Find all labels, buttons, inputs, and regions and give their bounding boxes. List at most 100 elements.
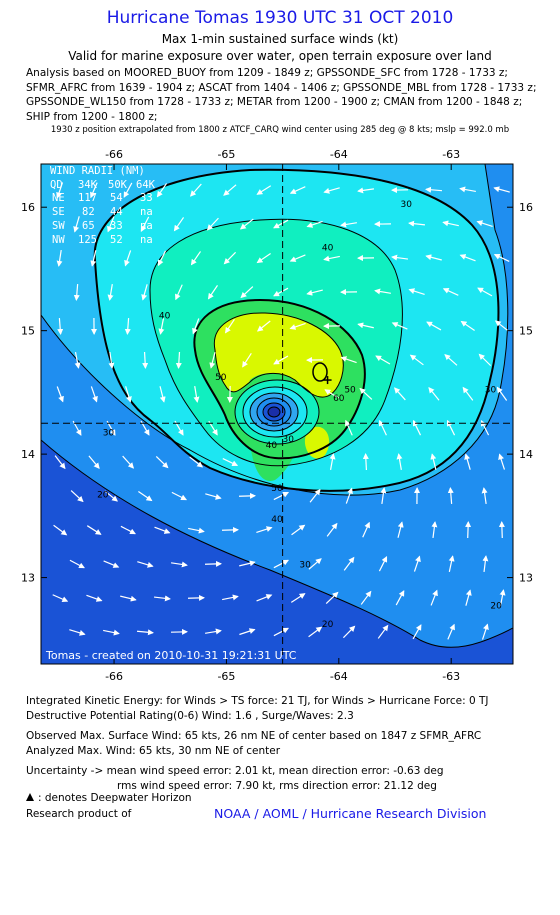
wind-vector — [362, 453, 369, 471]
wind-vector — [256, 252, 271, 264]
wind-vector — [442, 288, 459, 296]
wind-vector — [374, 288, 391, 295]
wind-vector — [192, 318, 200, 335]
contour-label: 50 — [344, 385, 356, 395]
wind-vector — [108, 351, 115, 369]
wind-vector — [90, 250, 97, 267]
wind-vector — [273, 287, 289, 297]
chart-title: Hurricane Tomas 1930 UTC 31 OCT 2010 — [106, 8, 454, 28]
wind-vector — [70, 490, 84, 503]
wind-radii-cell: na — [140, 234, 153, 246]
wind-vector — [409, 354, 424, 366]
wind-vector — [173, 217, 185, 232]
wind-radii-cell: NW — [52, 234, 65, 246]
wind-vector — [379, 419, 387, 436]
uncertainty-line: Uncertainty -> mean wind speed error: 2.… — [26, 765, 444, 777]
wind-vector — [242, 352, 252, 368]
noaa-credit-link[interactable]: NOAA / AOML / Hurricane Research Divisio… — [214, 806, 487, 821]
wind-vector — [391, 322, 408, 330]
wind-vector — [159, 386, 166, 403]
wind-vector — [395, 590, 405, 606]
contour-label: 20 — [322, 620, 334, 630]
x-tick-label-bottom: -66 — [105, 670, 123, 683]
wind-vector — [153, 595, 171, 602]
contour-label: 30 — [485, 385, 497, 395]
wind-vector — [206, 217, 219, 231]
wind-vector — [430, 589, 438, 606]
wind-vector — [273, 219, 289, 229]
wind-vector — [496, 386, 508, 401]
wind-vector — [175, 284, 183, 301]
wind-vector — [239, 628, 256, 636]
wind-vector — [225, 319, 235, 334]
wind-vector — [444, 354, 458, 366]
plot-frame — [40, 163, 514, 665]
observed-max-line: Observed Max. Surface Wind: 65 kts, 26 n… — [26, 730, 482, 742]
wind-vector — [359, 387, 373, 400]
wind-vector — [323, 255, 340, 262]
contour-label: 50 — [215, 373, 227, 383]
wind-vector — [393, 387, 406, 401]
wind-vector — [73, 216, 80, 233]
band-secondary-max — [304, 426, 330, 459]
wind-vector — [120, 595, 137, 602]
axis-ticks: -66 -66 -65 -65 -64 -64 -63 -63 13 13 14 14 15 15 16 16 — [21, 148, 533, 683]
wind-vector — [345, 487, 353, 504]
wind-vector — [378, 555, 388, 572]
contour-label: 40 — [271, 515, 283, 525]
wind-vector — [380, 487, 387, 505]
wind-vector — [273, 627, 289, 637]
contour-label: 20 — [97, 490, 109, 500]
wind-vector — [124, 317, 131, 335]
wind-vector — [86, 525, 102, 535]
wind-vector — [189, 456, 204, 468]
wind-radii-header-64k: 64K — [136, 179, 156, 191]
plot-credit: Tomas - created on 2010-10-31 19:21:31 U… — [45, 649, 297, 662]
band-60-plus — [214, 312, 344, 398]
wind-vector — [136, 629, 154, 636]
wind-radii-cell: NE — [52, 192, 65, 204]
analyzed-max-line: Analyzed Max. Wind: 65 kts, 30 nm NE of … — [26, 744, 281, 757]
wind-vector — [442, 220, 459, 227]
max-wind-marker — [323, 376, 332, 385]
wind-vector — [345, 419, 353, 436]
wind-vector — [54, 455, 66, 470]
wind-radii-cell: SW — [52, 220, 65, 232]
wind-vector — [53, 524, 68, 536]
contour-label: 30 — [401, 200, 413, 210]
wind-vector — [170, 561, 188, 568]
wind-vector — [340, 221, 357, 228]
wind-vector — [447, 623, 455, 640]
wind-vector — [107, 216, 115, 233]
wind-vector — [340, 356, 357, 364]
wind-vector — [482, 555, 489, 573]
wind-vector — [477, 287, 493, 297]
wind-radii-cell: 33 — [110, 220, 123, 232]
wind-vector — [306, 220, 323, 228]
analysis-line: SHIP from 1200 - 1800 z; — [26, 110, 158, 123]
wind-radii-cell: 54 — [110, 192, 123, 204]
wind-vector — [431, 521, 438, 539]
wind-vector — [413, 555, 421, 572]
wind-vector — [447, 487, 454, 505]
wind-vector — [498, 453, 506, 470]
wind-vector — [193, 386, 200, 403]
contour-label: 30 — [103, 429, 115, 439]
wind-radii-header-qd: QD — [50, 179, 63, 191]
wind-vector — [425, 186, 443, 193]
wind-vector — [239, 560, 256, 567]
y-tick-label-left: 14 — [21, 448, 35, 461]
wind-radii-cell: 65 — [82, 220, 95, 232]
wind-vector — [171, 491, 188, 501]
wind-vector — [90, 182, 98, 199]
wind-vector — [408, 288, 425, 296]
wind-radii-table: WIND RADII (NM) QD 34K 50K 64K NE 117 54… — [50, 165, 156, 246]
wind-vector — [273, 559, 290, 569]
wind-vector — [56, 250, 63, 267]
x-tick-label-bottom: -64 — [330, 670, 348, 683]
wind-vector — [391, 254, 409, 261]
wind-vector — [205, 493, 222, 500]
wind-vector — [291, 524, 306, 536]
